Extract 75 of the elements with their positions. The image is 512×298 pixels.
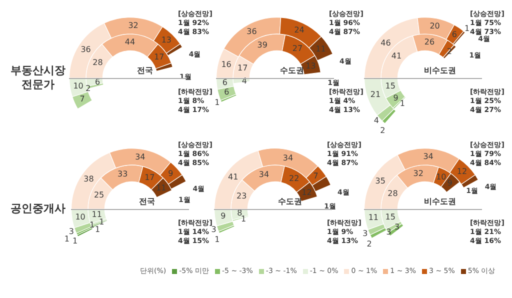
data-label: 6 — [224, 88, 230, 97]
data-label: 1 — [464, 24, 470, 33]
data-label: 28 — [92, 58, 103, 67]
data-label: 27 — [292, 44, 303, 53]
data-label: 35 — [375, 176, 386, 186]
data-label: 3 — [362, 228, 368, 238]
data-label: 9 — [447, 178, 452, 188]
text: 부동산시장 전문가 — [10, 64, 66, 92]
data-label: 3 — [386, 228, 392, 237]
data-label: 17 — [154, 52, 164, 62]
data-label: 34 — [135, 152, 146, 162]
data-label: 1 — [90, 220, 95, 230]
data-label: 36 — [80, 45, 91, 54]
data-label: 33 — [117, 170, 128, 179]
data-label: 41 — [228, 172, 238, 182]
data-label: 3 — [211, 225, 216, 234]
data-label: 17 — [144, 173, 155, 182]
data-label: 7 — [80, 94, 85, 104]
data-label: 21 — [370, 90, 381, 100]
data-label: 2 — [366, 239, 372, 248]
text: 공인중개사 — [10, 202, 66, 216]
data-label: 23 — [236, 191, 247, 200]
data-label: 10 — [75, 212, 86, 222]
data-label: 32 — [413, 169, 424, 178]
data-label: 1 — [64, 234, 70, 244]
text: 수도권 — [278, 196, 302, 207]
data-label: 34 — [423, 152, 434, 161]
text: 비수도권 — [424, 196, 456, 207]
data-label: 9 — [220, 211, 226, 220]
text: 비수도권 — [424, 65, 456, 76]
data-label: 10 — [436, 172, 446, 182]
data-label: 2 — [86, 84, 91, 93]
data-label: 11 — [316, 44, 326, 54]
data-label: 12 — [302, 188, 312, 197]
text: 수도권 — [280, 65, 304, 76]
data-label: 26 — [424, 38, 435, 47]
data-label: 1 — [214, 234, 220, 244]
data-label: 41 — [391, 52, 402, 61]
data-label: 13 — [306, 62, 316, 71]
data-label: 17 — [238, 64, 248, 73]
data-label: 22 — [289, 174, 300, 183]
data-label: 11 — [156, 184, 166, 193]
data-label: 11 — [92, 210, 102, 220]
data-label: 36 — [246, 27, 257, 36]
data-label: 4 — [374, 116, 380, 125]
data-label: 2 — [380, 126, 386, 136]
data-label: 28 — [388, 188, 398, 198]
data-label: 9 — [168, 168, 174, 178]
data-label: 1 — [94, 224, 100, 234]
data-label: 16 — [221, 60, 232, 70]
data-label: 20 — [430, 22, 440, 31]
data-label: 34 — [282, 153, 294, 162]
data-label: 1 — [241, 214, 246, 224]
data-label: 44 — [124, 37, 136, 46]
data-label: 7 — [313, 171, 318, 180]
data-label: 12 — [456, 167, 468, 176]
data-label: 38 — [84, 174, 94, 184]
data-label: 11 — [368, 213, 379, 222]
data-label: 34 — [258, 170, 270, 180]
data-label: 6 — [452, 30, 457, 39]
data-label: 13 — [161, 35, 172, 44]
data-label: 1 — [214, 98, 220, 107]
text: 전국 — [137, 65, 153, 76]
data-label: 6 — [222, 78, 228, 88]
data-label: 24 — [294, 26, 304, 35]
text: 전국 — [139, 196, 155, 207]
data-label: 15 — [385, 81, 396, 90]
data-label: 39 — [257, 40, 268, 50]
data-label: 15 — [385, 212, 396, 222]
data-label: 3 — [68, 226, 74, 236]
data-label: 1 — [72, 236, 78, 246]
data-label: 10 — [73, 81, 84, 90]
data-label: 25 — [94, 190, 104, 200]
data-label: 32 — [128, 20, 138, 30]
data-label: 46 — [380, 38, 391, 48]
